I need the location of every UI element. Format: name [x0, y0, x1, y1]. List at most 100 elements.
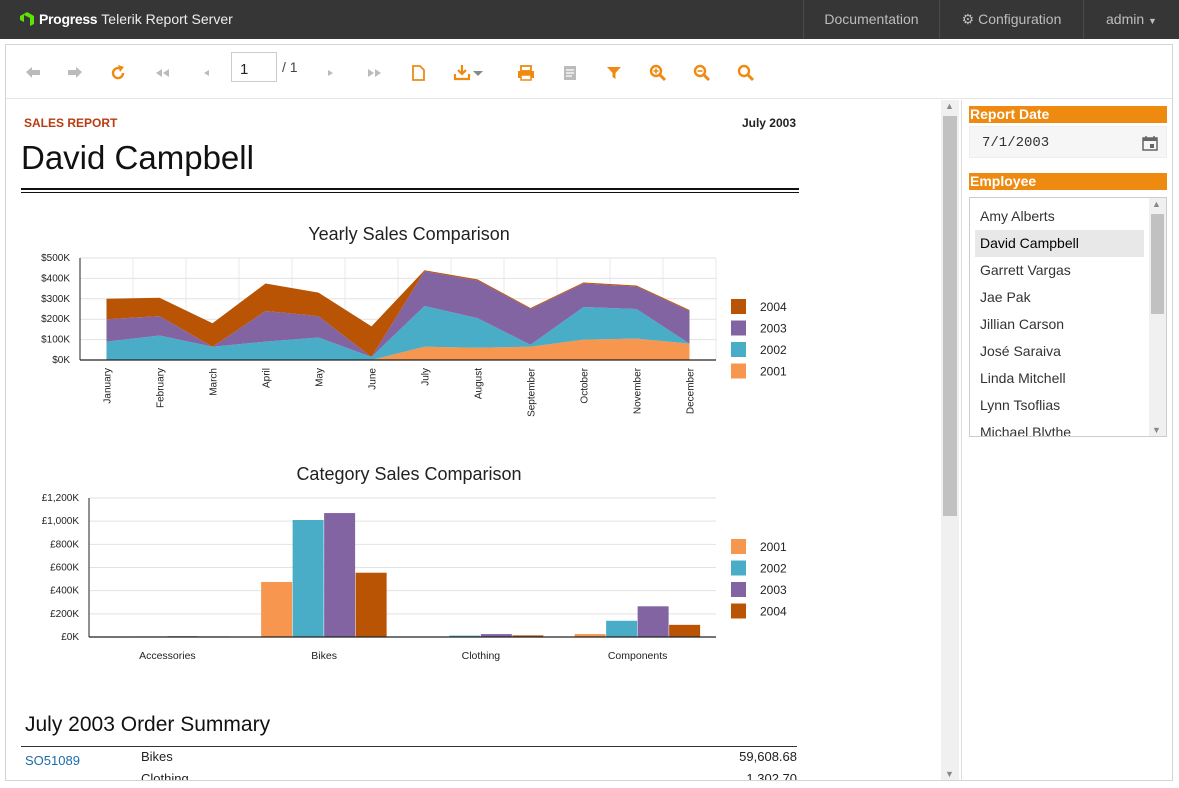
back-icon[interactable]: [22, 62, 44, 84]
order-link[interactable]: SO51089: [25, 753, 80, 768]
category-sales-chart: £0K £200K £400K £600K £800K £1,000K £1,200K Acc…: [42, 493, 787, 662]
refresh-icon[interactable]: [107, 62, 129, 84]
x-tick-label: Clothing: [462, 650, 501, 662]
y-tick-label: $0K: [52, 355, 70, 366]
report-date-header: July 2003: [741, 116, 796, 130]
employee-option[interactable]: Lynn Tsoflias: [980, 397, 1061, 413]
gear-icon: ⚙: [961, 11, 975, 27]
legend-label-2001: 2001: [760, 540, 787, 554]
x-tick-label: February: [156, 368, 167, 408]
scroll-up-icon[interactable]: ▲: [945, 101, 954, 111]
report-date-label: Report Date: [969, 106, 1167, 123]
page-number-input[interactable]: [231, 52, 277, 82]
parameters-panel: Report Date 7/1/2003 Employee Amy Albert…: [961, 100, 1172, 780]
x-tick-label: October: [580, 367, 591, 403]
page-total: / 1: [282, 59, 298, 75]
y-tick-label: $100K: [41, 335, 70, 346]
scroll-down-icon[interactable]: ▼: [945, 769, 954, 779]
first-page-icon[interactable]: [152, 62, 174, 84]
progress-logo-icon: [20, 12, 34, 26]
employee-option[interactable]: José Saraiva: [980, 343, 1061, 359]
report-viewer-toolbar: / 1: [6, 45, 1172, 99]
report-date-input[interactable]: 7/1/2003: [969, 126, 1167, 158]
y-tick-label: £600K: [50, 563, 79, 574]
area-series-2004: [106, 270, 690, 357]
bar-2004-clothing: [512, 635, 544, 637]
employee-option[interactable]: Jae Pak: [980, 289, 1031, 305]
bar-2001-components: [574, 634, 606, 637]
report-date-value: 7/1/2003: [982, 135, 1050, 151]
report-scrollbar-thumb[interactable]: [943, 116, 957, 516]
x-tick-label: January: [103, 368, 114, 404]
yearly-sales-chart: $0K $100K $200K $300K $400K $500K January Febru…: [41, 253, 787, 417]
bar-2001-bikes: [261, 581, 293, 637]
legend-swatch-2002: [731, 342, 746, 357]
previous-page-icon[interactable]: [196, 62, 218, 84]
brand-logo[interactable]: Progress Telerik Report Server: [20, 11, 233, 27]
legend-swatch-2004: [731, 603, 746, 619]
nav-configuration[interactable]: ⚙ Configuration: [939, 0, 1083, 39]
bar-2003-clothing: [480, 634, 512, 637]
nav-documentation-label: Documentation: [824, 11, 919, 27]
employee-option[interactable]: Garrett Vargas: [980, 262, 1071, 278]
document-map-icon[interactable]: [559, 62, 581, 84]
area-series-2002: [106, 305, 690, 360]
order-summary-rule: [21, 746, 797, 747]
x-tick-label: July: [421, 368, 432, 386]
order-amount: 1,302.70: [746, 771, 797, 780]
bar-2003-components: [637, 606, 669, 637]
bar-2004-bikes: [355, 572, 387, 637]
x-tick-label: December: [686, 367, 697, 414]
nav-admin-menu[interactable]: admin ▼: [1083, 0, 1179, 39]
employee-list-scrollbar-thumb[interactable]: [1151, 214, 1164, 314]
employee-option[interactable]: Jillian Carson: [980, 316, 1065, 332]
brand-product: Telerik Report Server: [101, 11, 233, 27]
scroll-up-icon[interactable]: ▲: [1152, 199, 1161, 209]
employee-option[interactable]: Michael Blythe: [980, 424, 1072, 437]
zoom-in-icon[interactable]: [647, 62, 669, 84]
export-dropdown-caret-icon[interactable]: [472, 62, 484, 84]
area-series-2001: [106, 338, 690, 360]
category-chart-title: Category Sales Comparison: [296, 464, 522, 484]
bar-2003-bikes: [324, 513, 356, 637]
x-tick-label: June: [368, 368, 379, 390]
employee-option[interactable]: Amy Alberts: [980, 208, 1055, 224]
employee-list-scrollbar[interactable]: ▲ ▼: [1149, 198, 1166, 436]
print-icon[interactable]: [515, 62, 537, 84]
report-scrollbar[interactable]: ▲ ▼: [941, 100, 959, 780]
x-tick-label: May: [315, 368, 326, 387]
bar-2002-clothing: [449, 635, 481, 637]
x-tick-label: Bikes: [311, 650, 337, 662]
order-category: Clothing: [141, 771, 189, 780]
print-preview-icon[interactable]: [407, 62, 429, 84]
y-tick-label: £1,200K: [42, 493, 80, 504]
employee-listbox[interactable]: Amy Alberts David Campbell Garrett Varga…: [969, 197, 1167, 437]
filter-icon[interactable]: [603, 62, 625, 84]
nav-configuration-label: Configuration: [978, 11, 1062, 27]
forward-icon[interactable]: [64, 62, 86, 84]
legend-label-2004: 2004: [760, 300, 787, 314]
legend-swatch-2003: [731, 320, 746, 336]
order-summary-title: July 2003 Order Summary: [25, 713, 271, 736]
scroll-down-icon[interactable]: ▼: [1152, 425, 1161, 435]
employee-option-selected[interactable]: David Campbell: [975, 230, 1144, 257]
last-page-icon[interactable]: [363, 62, 385, 84]
header-rule-thin: [21, 192, 799, 193]
y-tick-label: £0K: [61, 632, 79, 643]
employee-name-heading: David Campbell: [21, 139, 254, 176]
employee-option[interactable]: Linda Mitchell: [980, 370, 1066, 386]
legend-swatch-2001: [731, 539, 746, 554]
y-tick-label: $500K: [41, 253, 70, 264]
legend-label-2003: 2003: [760, 583, 787, 597]
x-tick-label: August: [474, 368, 485, 399]
zoom-out-icon[interactable]: [691, 62, 713, 84]
export-icon[interactable]: [452, 62, 474, 84]
zoom-mode-icon[interactable]: [735, 62, 757, 84]
report-label: SALES REPORT: [24, 116, 118, 130]
calendar-icon[interactable]: [1142, 135, 1158, 151]
area-series-2003: [106, 271, 690, 357]
nav-documentation[interactable]: Documentation: [803, 0, 939, 39]
next-page-icon[interactable]: [319, 62, 341, 84]
x-tick-label: March: [209, 368, 220, 396]
y-tick-label: $300K: [41, 294, 70, 305]
